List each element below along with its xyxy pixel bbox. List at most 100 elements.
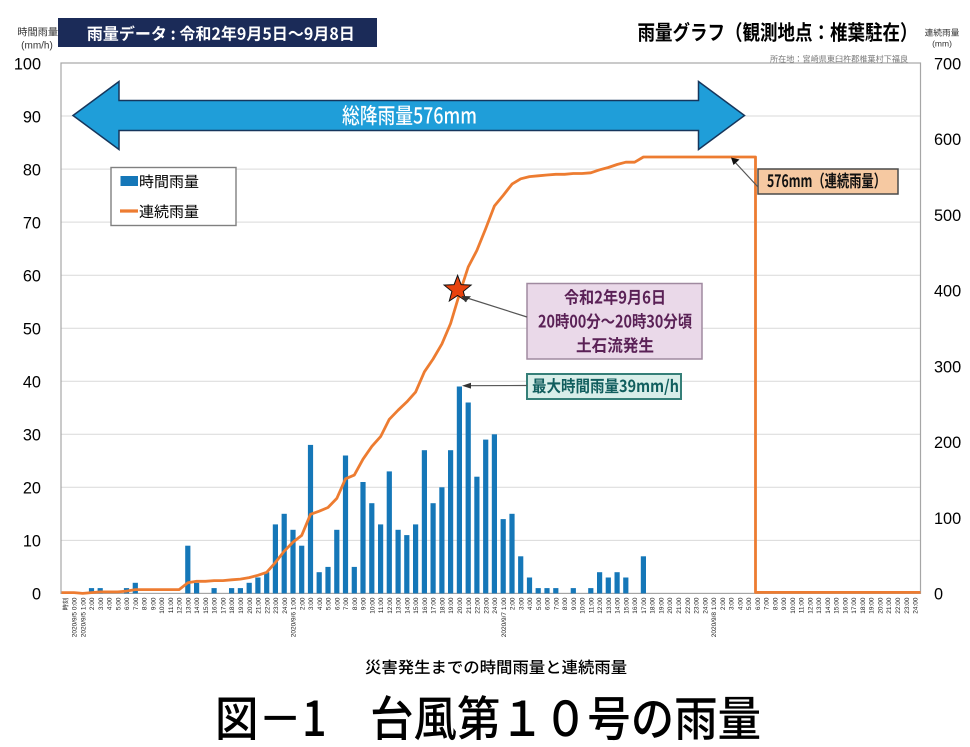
svg-text:18:00: 18:00: [229, 597, 236, 614]
svg-text:4:00: 4:00: [527, 597, 534, 610]
svg-text:12:00: 12:00: [387, 597, 394, 614]
svg-text:21:00: 21:00: [466, 597, 473, 614]
svg-text:23:00: 23:00: [694, 597, 701, 614]
svg-text:10:00: 10:00: [159, 597, 166, 614]
svg-text:24:00: 24:00: [282, 597, 289, 614]
svg-text:22:00: 22:00: [475, 597, 482, 614]
svg-text:19:00: 19:00: [869, 597, 876, 614]
svg-text:15:00: 15:00: [413, 597, 420, 614]
svg-text:20: 20: [23, 480, 41, 498]
svg-text:5:00: 5:00: [326, 597, 333, 610]
svg-text:10: 10: [23, 533, 41, 551]
svg-text:2:00: 2:00: [510, 597, 517, 610]
svg-text:20:00: 20:00: [457, 597, 464, 614]
svg-text:8:00: 8:00: [772, 597, 779, 610]
svg-text:2:00: 2:00: [299, 597, 306, 610]
svg-text:13:00: 13:00: [396, 597, 403, 614]
svg-text:4:00: 4:00: [317, 597, 324, 610]
svg-text:16:00: 16:00: [632, 597, 639, 614]
svg-text:2020/9/8 1:00: 2020/9/8 1:00: [711, 597, 718, 637]
svg-text:21:00: 21:00: [256, 597, 263, 614]
svg-text:22:00: 22:00: [685, 597, 692, 614]
svg-text:17:00: 17:00: [221, 597, 228, 614]
svg-text:600: 600: [934, 131, 961, 149]
svg-text:8:00: 8:00: [352, 597, 359, 610]
svg-text:90: 90: [23, 108, 41, 126]
svg-text:10:00: 10:00: [790, 597, 797, 614]
svg-text:3:00: 3:00: [729, 597, 736, 610]
svg-text:15:00: 15:00: [834, 597, 841, 614]
svg-text:70: 70: [23, 214, 41, 232]
svg-text:16:00: 16:00: [422, 597, 429, 614]
svg-text:50: 50: [23, 321, 41, 339]
svg-text:16:00: 16:00: [842, 597, 849, 614]
svg-text:6:00: 6:00: [334, 597, 341, 610]
svg-text:15:00: 15:00: [203, 597, 210, 614]
svg-text:3:00: 3:00: [518, 597, 525, 610]
svg-text:6:00: 6:00: [124, 597, 131, 610]
svg-text:21:00: 21:00: [676, 597, 683, 614]
svg-text:24:00: 24:00: [492, 597, 499, 614]
svg-text:3:00: 3:00: [308, 597, 315, 610]
svg-text:17:00: 17:00: [641, 597, 648, 614]
svg-text:12:00: 12:00: [597, 597, 604, 614]
svg-text:18:00: 18:00: [440, 597, 447, 614]
svg-text:13:00: 13:00: [606, 597, 613, 614]
svg-text:7:00: 7:00: [553, 597, 560, 610]
svg-text:18:00: 18:00: [860, 597, 867, 614]
svg-text:13:00: 13:00: [816, 597, 823, 614]
svg-text:4:00: 4:00: [107, 597, 114, 610]
svg-text:17:00: 17:00: [431, 597, 438, 614]
svg-text:500: 500: [934, 207, 961, 225]
svg-text:19:00: 19:00: [659, 597, 666, 614]
svg-text:20:00: 20:00: [667, 597, 674, 614]
svg-text:2:00: 2:00: [720, 597, 727, 610]
svg-text:9:00: 9:00: [571, 597, 578, 610]
svg-text:100: 100: [934, 510, 961, 528]
svg-text:6:00: 6:00: [755, 597, 762, 610]
svg-text:19:00: 19:00: [448, 597, 455, 614]
svg-text:60: 60: [23, 268, 41, 286]
svg-text:5:00: 5:00: [536, 597, 543, 610]
svg-text:18:00: 18:00: [650, 597, 657, 614]
svg-text:2020/9/7 1:00: 2020/9/7 1:00: [501, 597, 508, 637]
svg-text:3:00: 3:00: [98, 597, 105, 610]
svg-text:8:00: 8:00: [562, 597, 569, 610]
svg-text:300: 300: [934, 358, 961, 376]
svg-text:14:00: 14:00: [404, 597, 411, 614]
svg-text:14:00: 14:00: [194, 597, 201, 614]
svg-text:11:00: 11:00: [378, 597, 385, 613]
svg-text:400: 400: [934, 283, 961, 301]
svg-text:21:00: 21:00: [886, 597, 893, 614]
svg-text:9:00: 9:00: [361, 597, 368, 610]
svg-text:24:00: 24:00: [702, 597, 709, 614]
svg-text:7:00: 7:00: [133, 597, 140, 610]
svg-text:12:00: 12:00: [177, 597, 184, 614]
svg-text:13:00: 13:00: [185, 597, 192, 614]
svg-text:23:00: 23:00: [904, 597, 911, 614]
svg-text:200: 200: [934, 434, 961, 452]
svg-text:12:00: 12:00: [807, 597, 814, 614]
svg-text:(mm): (mm): [932, 39, 952, 49]
svg-text:15:00: 15:00: [623, 597, 630, 614]
svg-text:7:00: 7:00: [764, 597, 771, 610]
svg-text:80: 80: [23, 161, 41, 179]
svg-text:23:00: 23:00: [273, 597, 280, 614]
svg-text:24:00: 24:00: [913, 597, 920, 614]
svg-text:14:00: 14:00: [825, 597, 832, 614]
svg-text:6:00: 6:00: [545, 597, 552, 610]
svg-text:20:00: 20:00: [878, 597, 885, 614]
svg-text:11:00: 11:00: [588, 597, 595, 613]
svg-text:5:00: 5:00: [746, 597, 753, 610]
svg-text:700: 700: [934, 55, 961, 73]
svg-text:2:00: 2:00: [89, 597, 96, 610]
svg-text:2020/9/6 1:00: 2020/9/6 1:00: [291, 597, 298, 637]
svg-text:10:00: 10:00: [580, 597, 587, 614]
svg-text:4:00: 4:00: [737, 597, 744, 610]
svg-text:2020/9/5 0:00: 2020/9/5 0:00: [72, 597, 79, 637]
svg-text:100: 100: [14, 55, 41, 73]
svg-text:14:00: 14:00: [615, 597, 622, 614]
svg-text:5:00: 5:00: [115, 597, 122, 610]
svg-text:22:00: 22:00: [895, 597, 902, 614]
svg-text:10:00: 10:00: [369, 597, 376, 614]
